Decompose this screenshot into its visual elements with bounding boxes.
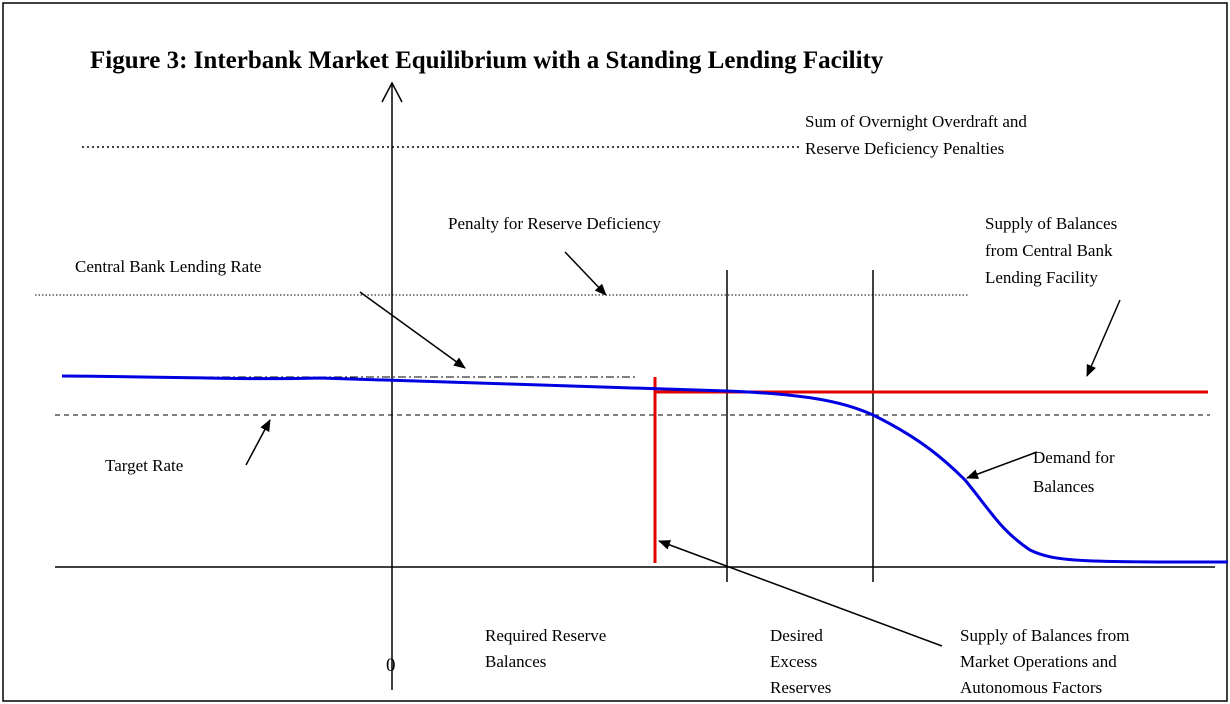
label: Autonomous Factors bbox=[960, 678, 1102, 697]
label: from Central Bank bbox=[985, 241, 1113, 260]
label: Balances bbox=[485, 652, 546, 671]
label: Sum of Overnight Overdraft and bbox=[805, 112, 1027, 131]
demand-curve bbox=[61, 374, 1229, 564]
label: Demand for bbox=[1033, 448, 1115, 467]
label: Supply of Balances bbox=[985, 214, 1117, 233]
arrow bbox=[245, 419, 271, 466]
arrow bbox=[658, 540, 943, 647]
label: Central Bank Lending Rate bbox=[75, 257, 261, 276]
label: Balances bbox=[1033, 477, 1094, 496]
labels: Sum of Overnight Overdraft and Reserve De… bbox=[75, 112, 1130, 697]
label: Required Reserve bbox=[485, 626, 606, 645]
label: Penalty for Reserve Deficiency bbox=[448, 214, 661, 233]
arrow bbox=[564, 251, 607, 296]
label: Target Rate bbox=[105, 456, 183, 475]
arrow bbox=[966, 451, 1038, 479]
label: Market Operations and bbox=[960, 652, 1117, 671]
label: Reserves bbox=[770, 678, 831, 697]
arrow bbox=[1086, 299, 1121, 377]
label: Lending Facility bbox=[985, 268, 1098, 287]
label: 0 bbox=[386, 655, 396, 676]
axis-arrow bbox=[381, 81, 403, 103]
label: Supply of Balances from bbox=[960, 626, 1130, 645]
label: Desired bbox=[770, 626, 823, 645]
title: Figure 3: Interbank Market Equilibrium w… bbox=[90, 47, 884, 74]
arrow bbox=[359, 291, 466, 369]
label: Reserve Deficiency Penalties bbox=[805, 139, 1004, 158]
label: Excess bbox=[770, 652, 817, 671]
